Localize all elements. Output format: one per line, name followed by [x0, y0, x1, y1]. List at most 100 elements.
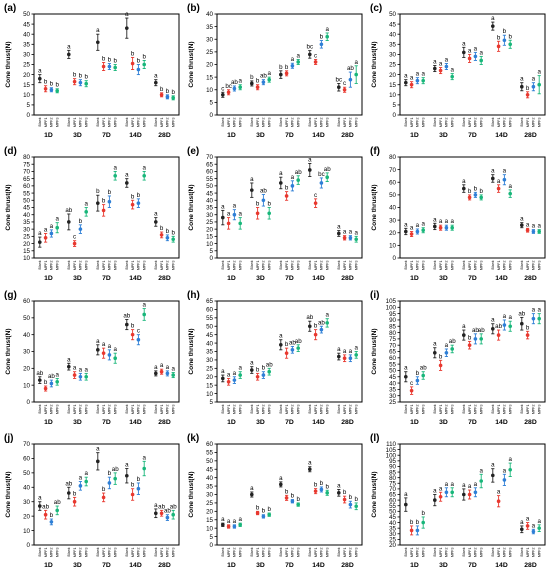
treatment-tick-label: MPF2 [474, 405, 478, 415]
significance-letter: ab [158, 503, 165, 510]
treatment-tick-label: MPF2 [532, 548, 536, 558]
data-point [55, 225, 59, 230]
data-point [101, 64, 106, 69]
y-tick-label: 100 [386, 452, 397, 459]
treatment-tick-label: MPF2 [262, 118, 266, 128]
treatment-tick-label: MPF2 [416, 261, 420, 271]
significance-letter: a [503, 168, 507, 175]
data-point [238, 523, 242, 527]
y-tick-label: 45 [206, 190, 213, 197]
treatment-tick-label: Blank [433, 117, 437, 126]
treatment-tick-label: MPF2 [416, 548, 420, 558]
treatment-tick-label: MPF3 [113, 548, 117, 558]
significance-letter: b [526, 324, 530, 331]
data-point [525, 93, 530, 97]
data-point [72, 373, 77, 377]
panel-label: (k) [187, 433, 199, 444]
significance-letter: a [468, 47, 472, 54]
treatment-tick-label: MPF3 [479, 261, 483, 271]
significance-letter: b [256, 504, 260, 511]
y-tick-label: 85 [389, 469, 396, 476]
significance-letter: b [137, 58, 141, 65]
significance-letter: a [462, 178, 466, 185]
significance-letter: a [55, 216, 59, 223]
significance-letter: a [250, 485, 254, 492]
data-point [78, 227, 83, 231]
significance-letter: b [171, 229, 175, 236]
treatment-tick-label: MPF1 [439, 548, 443, 558]
treatment-tick-label: MPF2 [474, 548, 478, 558]
treatment-tick-label: MPF3 [142, 261, 146, 271]
group-label: 7D [102, 562, 111, 569]
data-point [337, 491, 341, 495]
data-point [531, 229, 536, 234]
data-point [319, 327, 324, 332]
panel-label: (e) [187, 146, 199, 157]
significance-letter: ab [306, 314, 313, 321]
significance-letter: a [38, 230, 42, 237]
significance-letter: a [308, 156, 312, 163]
treatment-tick-label: MPF2 [320, 261, 324, 271]
data-point [55, 88, 59, 93]
data-point [438, 225, 443, 230]
group-label: 3D [256, 419, 265, 426]
significance-letter: b [256, 78, 260, 85]
significance-letter: a [491, 15, 495, 22]
significance-letter: a [50, 223, 54, 230]
group-label: 7D [102, 419, 111, 426]
significance-letter: b [267, 506, 271, 513]
significance-letter: b [160, 86, 164, 93]
y-tick-label: 60 [389, 355, 396, 362]
group-label: 3D [439, 419, 448, 426]
group-label: 14D [129, 275, 142, 282]
significance-letter: a [55, 371, 59, 378]
data-point [279, 181, 283, 185]
data-point [255, 511, 260, 515]
y-tick-label: 110 [386, 441, 396, 448]
significance-letter: a [125, 462, 129, 469]
group-label: 28D [341, 419, 354, 426]
significance-letter: b [468, 334, 472, 341]
treatment-tick-label: MPF1 [131, 118, 135, 128]
treatment-tick-label: MPF1 [497, 261, 501, 271]
data-point [159, 511, 164, 516]
treatment-tick-label: MPF3 [450, 118, 454, 128]
treatment-tick-label: Blank [462, 260, 466, 269]
significance-letter: a [79, 475, 83, 482]
significance-letter: a [238, 365, 242, 372]
data-point [154, 511, 158, 516]
treatment-tick-label: MPF1 [343, 405, 347, 415]
data-point [404, 229, 408, 234]
significance-letter: a [410, 75, 414, 82]
significance-letter: a [279, 170, 283, 177]
treatment-tick-label: MPF2 [50, 118, 54, 128]
y-tick-label: 40 [23, 484, 30, 491]
significance-letter: a [520, 216, 524, 223]
significance-letter: a [349, 348, 353, 355]
data-point [232, 378, 237, 382]
significance-letter: a [279, 333, 283, 340]
group-label: 14D [495, 419, 508, 426]
significance-letter: a [537, 223, 541, 230]
significance-letter: a [450, 481, 454, 488]
significance-letter: a [79, 366, 83, 373]
data-point [165, 515, 170, 520]
treatment-tick-label: MPF3 [479, 118, 483, 128]
y-tick-label: 70 [389, 342, 396, 349]
significance-letter: a [349, 229, 353, 236]
data-point [38, 76, 42, 81]
y-tick-label: 70 [389, 167, 396, 174]
treatment-tick-label: MPF2 [291, 118, 295, 128]
data-point [462, 333, 466, 337]
significance-letter: b [250, 74, 254, 81]
significance-letter: b [160, 225, 164, 232]
treatment-tick-label: MPF3 [238, 405, 242, 415]
treatment-tick-label: MPF2 [166, 548, 170, 558]
data-point [491, 24, 495, 28]
y-tick-label: 20 [389, 542, 396, 549]
data-point [433, 498, 437, 502]
treatment-tick-label: MPF2 [262, 405, 266, 415]
treatment-tick-label: MPF3 [55, 118, 59, 128]
treatment-tick-label: MPF1 [526, 261, 530, 271]
